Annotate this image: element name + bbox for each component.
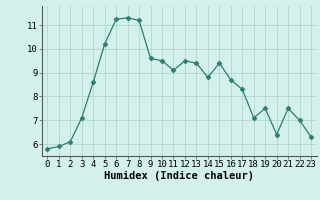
X-axis label: Humidex (Indice chaleur): Humidex (Indice chaleur)	[104, 171, 254, 181]
